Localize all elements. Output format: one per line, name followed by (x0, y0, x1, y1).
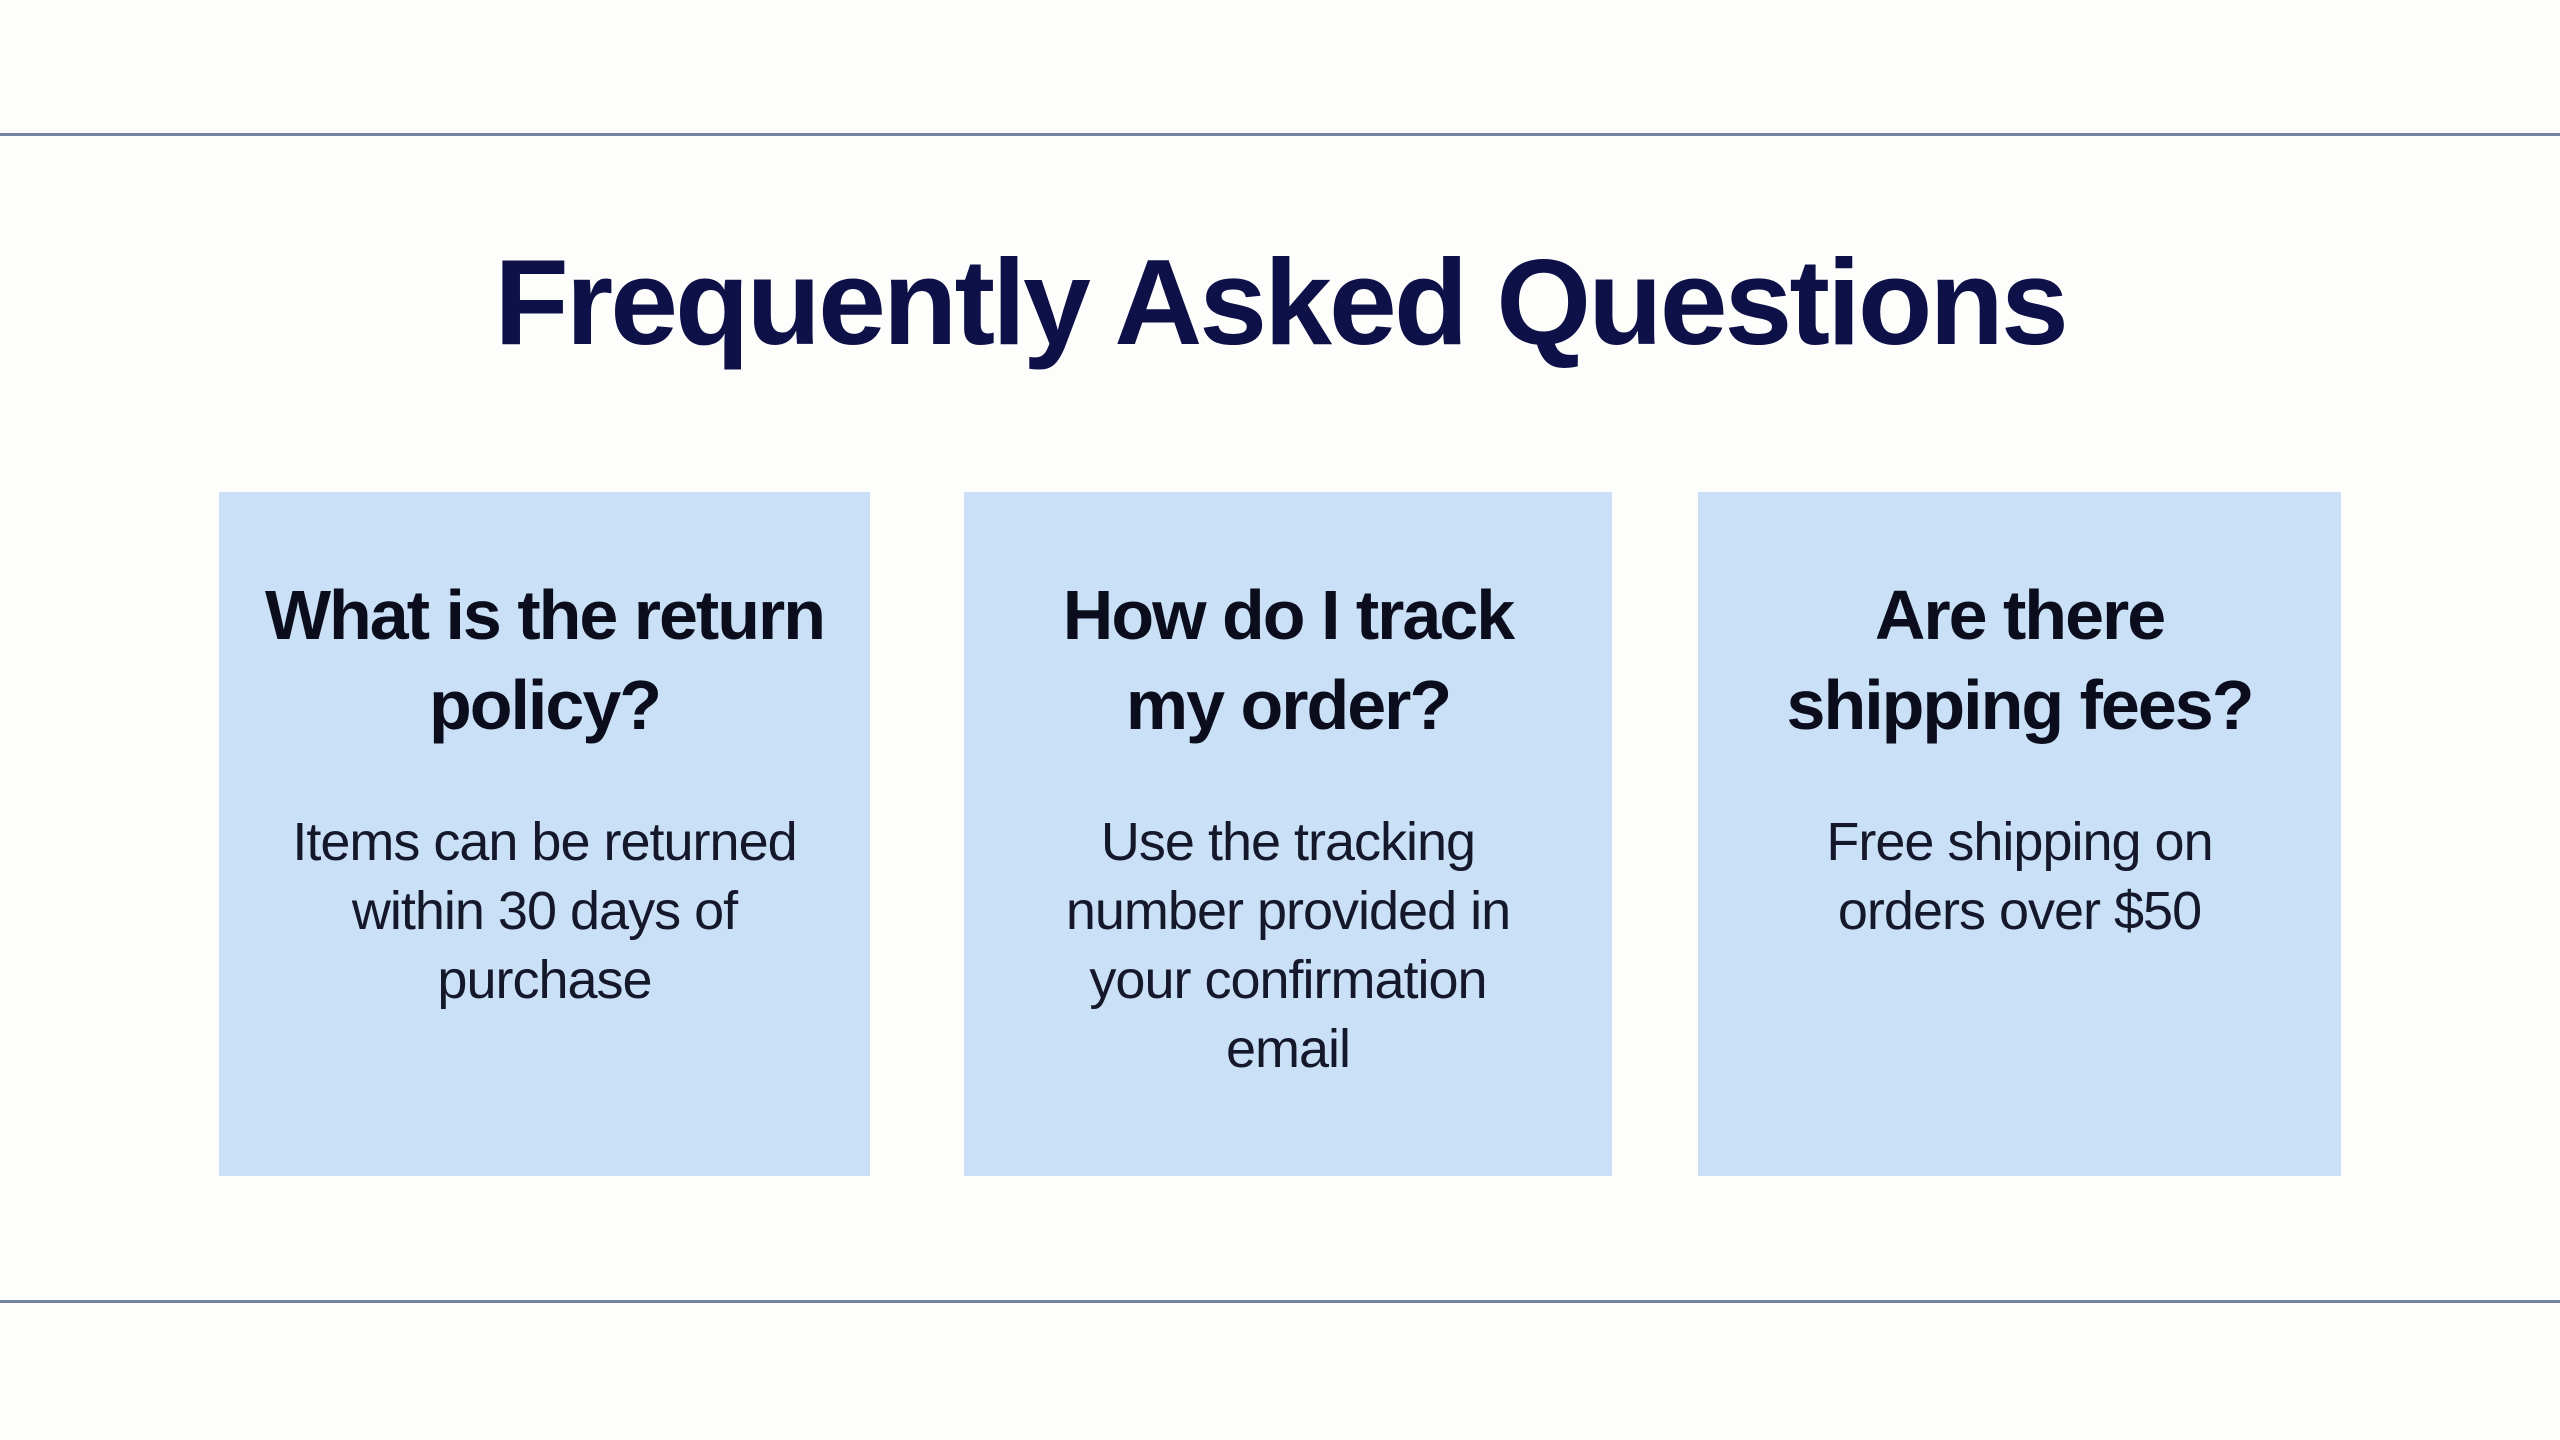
faq-card-shipping-fees: Are there shipping fees? Free shipping o… (1698, 492, 2341, 1176)
faq-card-return-policy: What is the return policy? Items can be … (219, 492, 870, 1176)
faq-answer: Free shipping on orders over $50 (1826, 812, 2213, 941)
faq-card-track-order: How do I track my order? Use the trackin… (964, 492, 1612, 1176)
faq-answer: Use the tracking number provided in your… (1065, 812, 1511, 1079)
faq-question: How do I track my order? (1062, 576, 1515, 744)
faq-question: What is the return policy? (264, 576, 826, 744)
faq-answer: Items can be returned within 30 days of … (292, 812, 797, 1010)
top-divider (0, 133, 2560, 136)
faq-question: Are there shipping fees? (1786, 576, 2255, 744)
bottom-divider (0, 1300, 2560, 1303)
page-title: Frequently Asked Questions (494, 234, 2069, 370)
